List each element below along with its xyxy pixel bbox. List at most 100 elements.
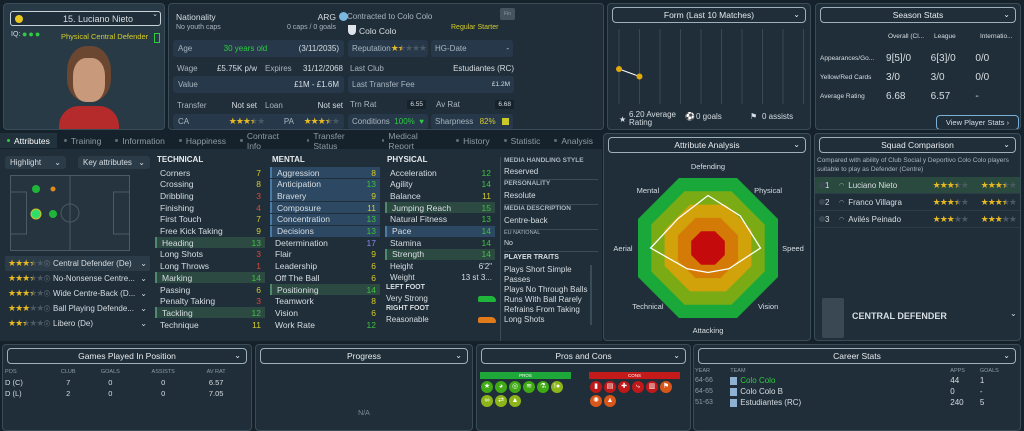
club-name[interactable]: Colo Colo xyxy=(359,26,397,36)
attribute-passing[interactable]: Passing 6 xyxy=(155,284,265,295)
form-header[interactable]: Form (Last 10 Matches) ⌄ xyxy=(612,7,806,23)
tab-history[interactable]: History xyxy=(449,133,496,148)
column-header[interactable]: ASSISTS xyxy=(151,369,175,375)
attribute-natural-fitness[interactable]: Natural Fitness 13 xyxy=(385,214,495,225)
pros-cons-header[interactable]: Pros and Cons ⌄ xyxy=(481,348,686,364)
tab-contract-info[interactable]: Contract Info xyxy=(233,131,300,151)
attribute-bravery[interactable]: Bravery 9 xyxy=(270,190,380,202)
info-icon[interactable]: ⓘ xyxy=(44,322,51,328)
attribute-balance[interactable]: Balance 11 xyxy=(385,190,495,201)
attribute-teamwork[interactable]: Teamwork 8 xyxy=(270,296,380,307)
squad-player-name[interactable]: Franco Villagra xyxy=(848,197,902,207)
table-row[interactable]: 64-66 Colo Colo 44 1 xyxy=(694,375,1016,386)
star-icon[interactable]: ★ xyxy=(481,381,493,393)
fin-button[interactable]: Fin xyxy=(500,8,515,20)
column-header[interactable]: TEAM xyxy=(730,368,746,374)
attribute-composure[interactable]: Composure 11 xyxy=(270,202,380,214)
radio-icon[interactable] xyxy=(819,216,825,222)
column-header[interactable]: AV RAT xyxy=(206,369,226,375)
view-player-stats-button[interactable]: View Player Stats › xyxy=(936,115,1019,129)
role-item[interactable]: ★★★★★ ⓘ No-Nonsense Centre... ⌄ xyxy=(5,271,150,286)
attribute-decisions[interactable]: Decisions 13 xyxy=(270,225,380,237)
attribute-agility[interactable]: Agility 14 xyxy=(385,179,495,190)
tab-medical-report[interactable]: Medical Report xyxy=(375,131,450,151)
attribute-marking[interactable]: Marking 14 xyxy=(155,272,265,284)
column-header[interactable]: YEAR xyxy=(695,368,710,374)
ball-alert-icon[interactable]: !● xyxy=(551,381,563,393)
attribute-pace[interactable]: Pace 14 xyxy=(385,225,495,237)
progress-header[interactable]: Progress ⌄ xyxy=(260,348,468,364)
attribute-long-throws[interactable]: Long Throws 1 xyxy=(155,261,265,272)
attribute-penalty-taking[interactable]: Penalty Taking 3 xyxy=(155,296,265,307)
attribute-tackling[interactable]: Tackling 12 xyxy=(155,307,265,319)
player-name-selector[interactable]: 15. Luciano Nieto ⌄ xyxy=(10,11,161,26)
attribute-heading[interactable]: Heading 13 xyxy=(155,237,265,249)
spring-icon[interactable]: ≋ xyxy=(523,381,535,393)
radio-icon[interactable] xyxy=(819,199,825,205)
medical-cross-icon[interactable]: ✚ xyxy=(618,381,630,393)
tab-statistic[interactable]: Statistic xyxy=(497,133,548,148)
column-header[interactable]: APPS xyxy=(950,368,965,374)
tab-information[interactable]: Information xyxy=(108,133,172,148)
link-icon[interactable]: ∞ xyxy=(481,395,493,407)
attribute-corners[interactable]: Corners 7 xyxy=(155,167,265,178)
attribute-strength[interactable]: Strength 14 xyxy=(385,248,495,260)
target-icon[interactable]: ◎ xyxy=(509,381,521,393)
attribute-technique[interactable]: Technique 11 xyxy=(155,319,265,330)
radio-icon[interactable] xyxy=(819,182,825,188)
info-icon[interactable]: ⓘ xyxy=(44,292,51,298)
attribute-jumping-reach[interactable]: Jumping Reach 15 xyxy=(385,202,495,214)
table-row[interactable]: 64-65 Colo Colo B 0 - xyxy=(694,386,1016,397)
highlight-dropdown[interactable]: Highlight ⌄ xyxy=(5,156,66,169)
chevron-down-icon[interactable]: ⌄ xyxy=(1010,309,1017,318)
attribute-vision[interactable]: Vision 6 xyxy=(270,307,380,318)
role-item[interactable]: ★★★★★ ⓘ Ball Playing Defende... ⌄ xyxy=(5,301,150,316)
attribute-positioning[interactable]: Positioning 14 xyxy=(270,284,380,295)
info-icon[interactable]: ⓘ xyxy=(44,277,51,283)
attribute-determination[interactable]: Determination 17 xyxy=(270,237,380,248)
info-icon[interactable]: ⓘ xyxy=(44,262,51,268)
attribute-leadership[interactable]: Leadership 6 xyxy=(270,261,380,272)
flask-icon[interactable]: ⚗ xyxy=(537,381,549,393)
transfer-status[interactable]: Not set xyxy=(231,101,257,110)
attribute-aggression[interactable]: Aggression 8 xyxy=(270,167,380,178)
attribute-concentration[interactable]: Concentration 13 xyxy=(270,213,380,225)
squad-row[interactable]: 3 ◠ Avilés Peinado ★★★★★ ★★★★★ xyxy=(815,211,1020,228)
form-point[interactable] xyxy=(616,66,622,72)
cone-icon[interactable]: ▲ xyxy=(509,395,521,407)
column-header[interactable]: CLUB xyxy=(60,369,76,375)
tab-training[interactable]: Training xyxy=(57,133,108,148)
flag-icon[interactable]: ⚑ xyxy=(660,381,672,393)
route-icon[interactable]: ⤷ xyxy=(632,381,644,393)
tab-happiness[interactable]: Happiness xyxy=(172,133,233,148)
cone-alt-icon[interactable]: ▲ xyxy=(604,395,616,407)
squad-player-name[interactable]: Avilés Peinado xyxy=(848,214,902,224)
handshake-icon[interactable]: ⇄ xyxy=(495,395,507,407)
attribute-first-touch[interactable]: First Touch 7 xyxy=(155,214,265,225)
attribute-flair[interactable]: Flair 9 xyxy=(270,249,380,260)
attribute-long-shots[interactable]: Long Shots 3 xyxy=(155,249,265,260)
info-icon[interactable]: ⓘ xyxy=(44,307,51,313)
attribute-work-rate[interactable]: Work Rate 12 xyxy=(270,319,380,330)
games-played-header[interactable]: Games Played In Position ⌄ xyxy=(7,348,247,364)
sheet-icon[interactable]: ▤ xyxy=(604,381,616,393)
form-point[interactable] xyxy=(636,73,643,80)
attribute-finishing[interactable]: Finishing 4 xyxy=(155,202,265,213)
last-club[interactable]: Estudiantes (RC) xyxy=(453,64,514,73)
column-header[interactable]: GOALS xyxy=(979,368,999,374)
tab-attributes[interactable]: Attributes xyxy=(0,133,57,148)
role-item[interactable]: ★★★★★ ⓘ Central Defender (De) ⌄ xyxy=(5,256,150,271)
season-stats-header[interactable]: Season Stats ⌄ xyxy=(820,7,1016,23)
table-row[interactable]: 51-63 Estudiantes (RC) 240 5 xyxy=(694,397,1016,408)
attribute-anticipation[interactable]: Anticipation 13 xyxy=(270,178,380,190)
role-item[interactable]: ★★★★★ ⓘ Libero (De) ⌄ xyxy=(5,316,150,331)
sheet-alt-icon[interactable]: ▥ xyxy=(646,381,658,393)
attribute-off-the-ball[interactable]: Off The Ball 6 xyxy=(270,272,380,283)
attribute-dribbling[interactable]: Dribbling 3 xyxy=(155,190,265,201)
tab-analysis[interactable]: Analysis xyxy=(547,133,600,148)
squad-comparison-header[interactable]: Squad Comparison ⌄ xyxy=(819,137,1016,153)
attribute-analysis-header[interactable]: Attribute Analysis ⌄ xyxy=(608,137,806,153)
squad-player-name[interactable]: Luciano Nieto xyxy=(848,180,898,190)
key-attributes-dropdown[interactable]: Key attributes ⌄ xyxy=(78,156,150,169)
squad-row[interactable]: 2 ◠ Franco Villagra ★★★★★ ★★★★★ xyxy=(815,194,1020,211)
